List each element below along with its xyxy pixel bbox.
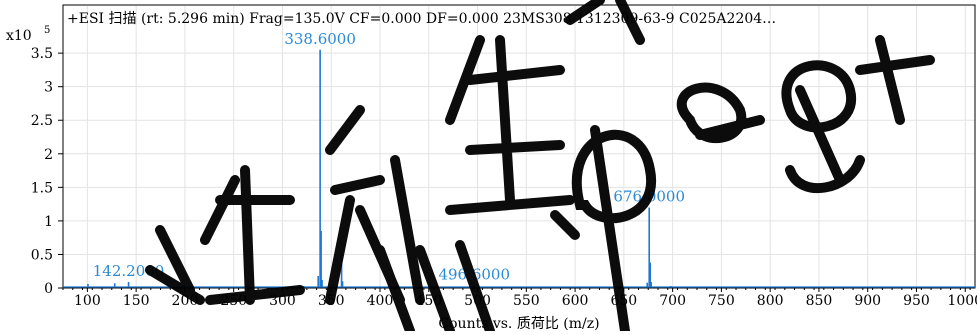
plot-frame (62, 4, 976, 289)
y-tick-label: 1.5 (31, 180, 53, 196)
peak-annotations: 338.6000 676.0000 142.2000 496.6000 (93, 30, 685, 284)
x-tick-label: 500 (464, 293, 491, 309)
x-tick-label: 250 (220, 293, 247, 309)
peaks (63, 49, 975, 288)
x-tick-label: 450 (415, 293, 442, 309)
peak-label: 142.2000 (93, 262, 165, 280)
y-axis-multiplier: x10 (6, 28, 32, 44)
y-tick-label: 3.5 (31, 46, 53, 62)
x-tick-label: 150 (123, 293, 150, 309)
x-tick-label: 900 (854, 293, 881, 309)
y-tick-label: 0.5 (31, 247, 53, 263)
peak-label: 338.6000 (284, 30, 356, 48)
chart-title: +ESI 扫描 (rt: 5.296 min) Frag=135.0V CF=0… (67, 11, 776, 27)
peak-label: 676.0000 (613, 187, 685, 205)
x-tick-label: 200 (172, 293, 199, 309)
x-tick-label: 400 (367, 293, 394, 309)
x-axis-label: Counts vs. 质荷比 (m/z) (438, 316, 599, 331)
peak-label: 496.6000 (438, 265, 510, 283)
x-tick-label: 350 (318, 293, 345, 309)
y-tick-label: 3 (44, 80, 53, 96)
x-tick-label: 750 (708, 293, 735, 309)
x-tick-label: 800 (757, 293, 784, 309)
grid (63, 6, 975, 289)
x-tick-label: 600 (562, 293, 589, 309)
y-tick-label: 2 (44, 147, 53, 163)
y-axis: 0 0.5 1 1.5 2 2.5 3 3.5 (31, 46, 63, 297)
y-tick-label: 1 (44, 214, 53, 230)
x-tick-label: 650 (610, 293, 637, 309)
y-tick-label: 2.5 (31, 113, 53, 129)
y-tick-label: 0 (44, 281, 53, 297)
x-tick-label: 550 (513, 293, 540, 309)
y-axis-exponent: 5 (44, 25, 50, 36)
x-tick-label: 300 (269, 293, 296, 309)
x-tick-label: 850 (806, 293, 833, 309)
x-tick-label: 950 (903, 293, 930, 309)
x-axis: 100 150 200 250 300 350 400 450 500 550 600 650 700 7… (62, 288, 977, 309)
x-tick-label: 700 (659, 293, 686, 309)
x-tick-label: 100 (74, 293, 101, 309)
